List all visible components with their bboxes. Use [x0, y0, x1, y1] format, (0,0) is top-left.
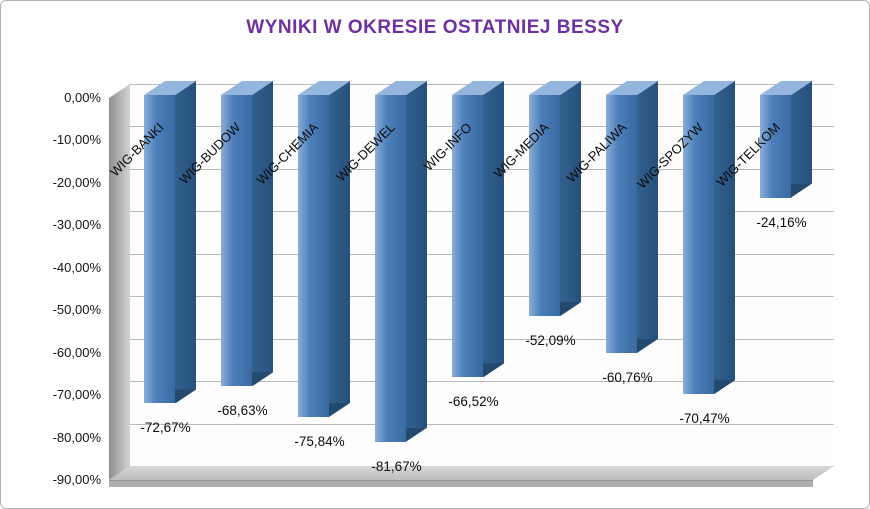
data-label: -70,47%: [679, 411, 730, 427]
bar: [221, 95, 252, 387]
y-axis-tick-label: -60,00%: [52, 344, 101, 360]
y-axis-tick-label: -10,00%: [52, 132, 101, 148]
bar: [144, 95, 175, 404]
bar: [529, 95, 560, 317]
bar: [452, 95, 483, 378]
gridline: [130, 423, 834, 425]
bar: [683, 95, 714, 395]
chart-title: WYNIKI W OKRESIE OSTATNIEJ BESSY: [246, 17, 624, 38]
bar-side-face: [329, 81, 350, 417]
bar-side-face: [560, 81, 581, 317]
bar-side-face: [637, 81, 658, 353]
y-axis-tick-label: 0,00%: [64, 90, 101, 105]
bar: [760, 95, 791, 198]
data-label: -66,52%: [448, 394, 499, 410]
data-label: -68,63%: [217, 403, 268, 419]
y-axis-tick-label: -80,00%: [52, 429, 101, 445]
y-axis-tick-label: -20,00%: [52, 174, 101, 190]
floor: [109, 466, 834, 480]
y-axis-tick-label: -90,00%: [52, 472, 101, 487]
left-wall: [109, 84, 130, 480]
y-axis-tick-label: -40,00%: [52, 259, 101, 275]
y-axis-tick-label: -30,00%: [52, 217, 101, 233]
data-label: -60,76%: [602, 369, 653, 385]
bar: [375, 95, 406, 442]
y-axis-tick-label: -70,00%: [52, 387, 101, 403]
data-label: -24,16%: [756, 214, 807, 230]
data-label: -52,09%: [525, 333, 576, 349]
data-label: -81,67%: [371, 458, 422, 474]
y-axis-tick-label: -50,00%: [52, 302, 101, 318]
bar-side-face: [252, 81, 273, 387]
bar: [606, 95, 637, 353]
data-label: -75,84%: [294, 433, 345, 449]
bar-side-face: [714, 81, 735, 395]
data-label: -72,67%: [140, 420, 191, 436]
floor-front-edge: [109, 480, 813, 487]
bar-side-face: [791, 81, 812, 198]
gridline: [130, 381, 834, 383]
bar-side-face: [175, 81, 196, 404]
bar-side-face: [406, 81, 427, 442]
bar-side-face: [483, 81, 504, 378]
bar: [298, 95, 329, 417]
